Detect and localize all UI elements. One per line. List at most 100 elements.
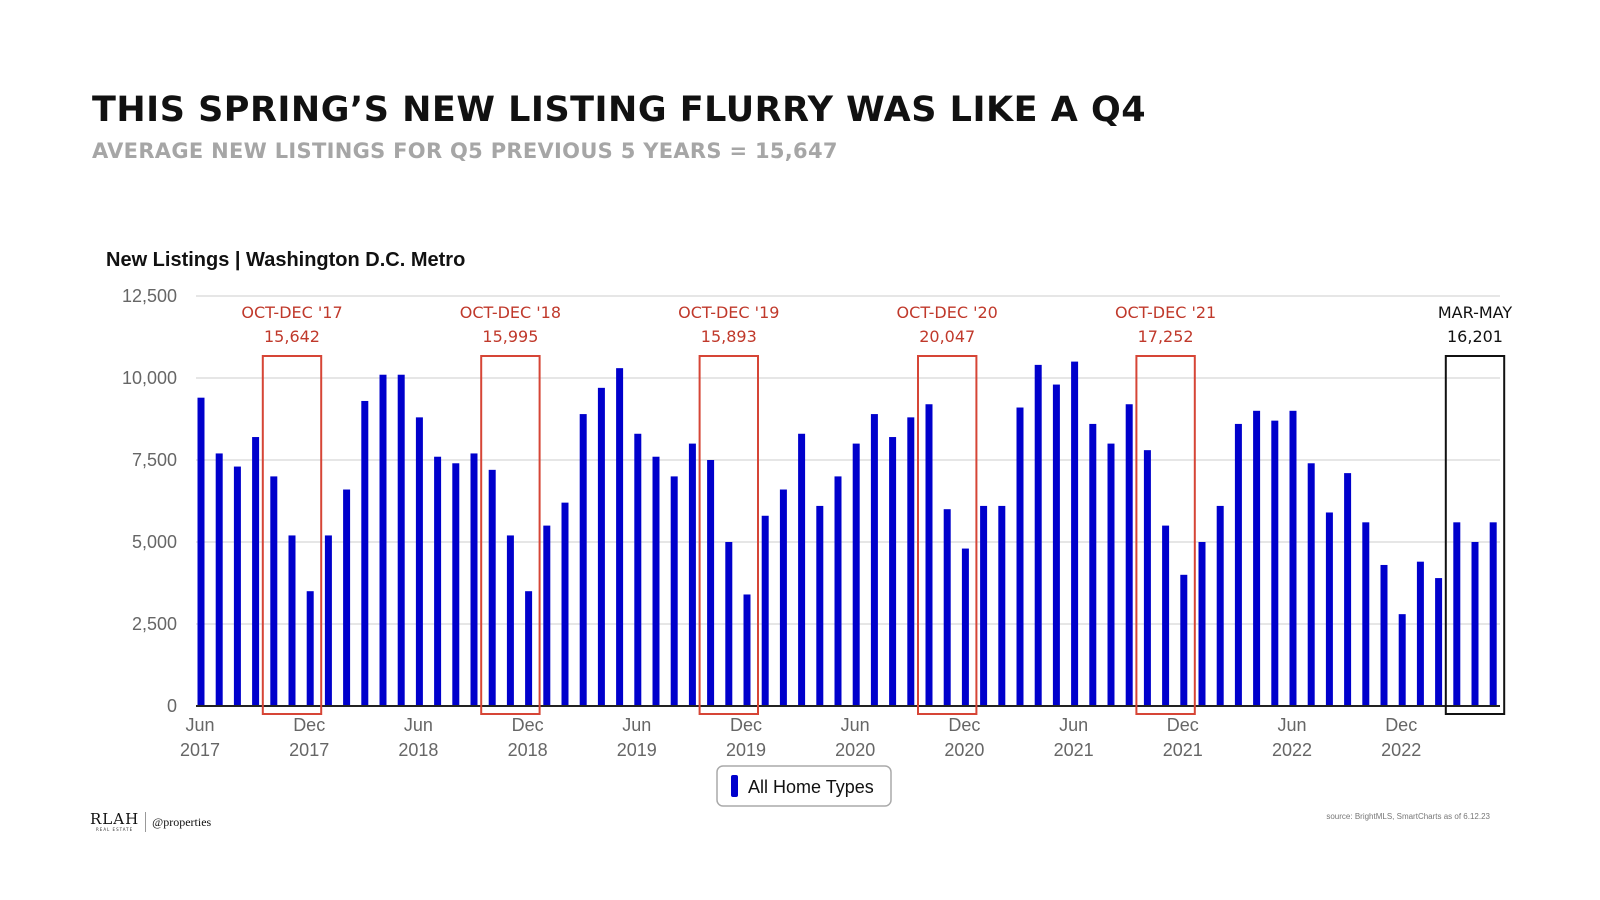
bar (1344, 473, 1352, 706)
bar (506, 535, 514, 706)
bar (1071, 361, 1079, 706)
x-tick-month: Dec (948, 715, 980, 735)
bar (1307, 463, 1315, 706)
highlight-label: MAR-MAY (1438, 303, 1513, 322)
bar (1180, 574, 1188, 706)
x-tick-month: Jun (841, 715, 870, 735)
bar (597, 387, 605, 706)
bar (288, 535, 296, 706)
slide-subheadline: AVERAGE NEW LISTINGS FOR Q5 PREVIOUS 5 Y… (92, 139, 838, 163)
x-tick-year: 2020 (944, 740, 984, 760)
bar (980, 505, 988, 706)
source-note: source: BrightMLS, SmartCharts as of 6.1… (1326, 812, 1490, 821)
brand-logo: RLAH REAL ESTATE @properties (90, 812, 211, 832)
bar (1052, 384, 1060, 706)
bar (925, 404, 933, 706)
bar (452, 463, 460, 706)
x-tick-month: Jun (185, 715, 214, 735)
highlight-box (480, 355, 541, 715)
legend-label: All Home Types (748, 777, 874, 797)
highlight-box (1135, 355, 1196, 715)
bar (670, 476, 678, 706)
x-tick-month: Jun (1059, 715, 1088, 735)
bar (397, 374, 405, 706)
x-tick-year: 2019 (726, 740, 766, 760)
x-tick-month: Jun (1277, 715, 1306, 735)
bar (870, 414, 878, 706)
bar (1380, 564, 1388, 706)
y-tick-label: 0 (167, 696, 177, 716)
bar (1162, 525, 1170, 706)
bar (252, 437, 260, 706)
y-tick-label: 5,000 (132, 532, 177, 552)
bar (779, 489, 787, 706)
bar (361, 400, 369, 706)
bar (1416, 561, 1424, 706)
bar (907, 417, 915, 706)
highlight-value: 15,642 (264, 327, 320, 346)
bar (1398, 614, 1406, 706)
slide-headline: THIS SPRING’S NEW LISTING FLURRY WAS LIK… (92, 90, 1147, 130)
bar (1216, 505, 1224, 706)
y-tick-label: 7,500 (132, 450, 177, 470)
bar (834, 476, 842, 706)
bar (434, 456, 442, 706)
bar (270, 476, 278, 706)
bar (1435, 578, 1443, 706)
bar (525, 591, 533, 706)
highlight-label: OCT-DEC '20 (897, 303, 998, 322)
highlight-box (1444, 355, 1506, 715)
bar (561, 502, 569, 706)
highlight-label: OCT-DEC '19 (678, 303, 779, 322)
x-tick-year: 2022 (1381, 740, 1421, 760)
bar (743, 594, 751, 706)
bar (1107, 443, 1115, 706)
x-tick-year: 2020 (835, 740, 875, 760)
bar (798, 433, 806, 706)
x-tick-year: 2021 (1054, 740, 1094, 760)
bar (1289, 410, 1297, 706)
bar (1489, 522, 1497, 706)
bar (1198, 542, 1206, 706)
bar (688, 443, 696, 706)
x-tick-month: Jun (404, 715, 433, 735)
bar (1143, 450, 1151, 706)
x-tick-month: Dec (1167, 715, 1199, 735)
x-tick-year: 2018 (398, 740, 438, 760)
rlah-logo-text: RLAH (90, 810, 140, 828)
x-tick-year: 2017 (180, 740, 220, 760)
x-tick-month: Jun (622, 715, 651, 735)
highlight-box (917, 355, 978, 715)
x-tick-year: 2017 (289, 740, 329, 760)
highlight-value: 16,201 (1447, 327, 1503, 346)
bar (1125, 404, 1133, 706)
rlah-logo-subtext: REAL ESTATE (96, 827, 134, 832)
bar (1016, 407, 1024, 706)
bar (1089, 423, 1097, 706)
bar (488, 469, 496, 706)
bar (1453, 522, 1461, 706)
bar (1034, 364, 1042, 706)
bar (1253, 410, 1261, 706)
bar (415, 417, 423, 706)
highlight-label: OCT-DEC '17 (241, 303, 342, 322)
x-tick-year: 2018 (508, 740, 548, 760)
bar (761, 515, 769, 706)
bar (707, 460, 715, 706)
y-tick-label: 2,500 (132, 614, 177, 634)
bar (943, 509, 951, 706)
bar (1325, 512, 1333, 706)
x-tick-year: 2022 (1272, 740, 1312, 760)
highlight-value: 20,047 (919, 327, 975, 346)
x-tick-year: 2019 (617, 740, 657, 760)
bar (197, 397, 205, 706)
logo-divider (145, 812, 147, 832)
bar (215, 453, 223, 706)
highlight-value: 15,893 (701, 327, 757, 346)
bar (634, 433, 642, 706)
highlight-label: OCT-DEC '21 (1115, 303, 1216, 322)
x-tick-month: Dec (512, 715, 544, 735)
x-tick-month: Dec (293, 715, 325, 735)
bar (961, 548, 969, 706)
